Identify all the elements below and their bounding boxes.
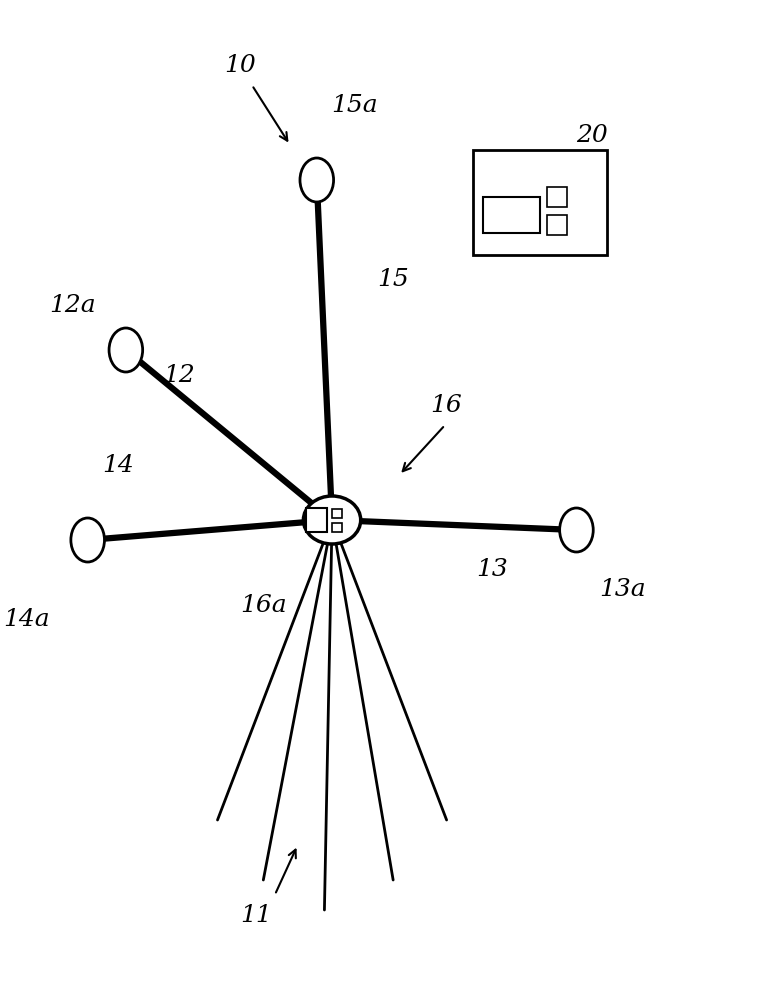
- Text: 16a: 16a: [240, 593, 287, 616]
- Ellipse shape: [304, 496, 360, 544]
- Circle shape: [560, 508, 593, 552]
- Text: 12a: 12a: [49, 294, 95, 316]
- Text: 15: 15: [377, 268, 409, 292]
- FancyBboxPatch shape: [332, 523, 342, 532]
- Text: 11: 11: [239, 904, 271, 926]
- Text: 14a: 14a: [3, 608, 50, 632]
- Text: 16: 16: [431, 393, 463, 416]
- FancyBboxPatch shape: [332, 509, 342, 518]
- FancyBboxPatch shape: [546, 215, 567, 235]
- FancyBboxPatch shape: [546, 187, 567, 207]
- FancyBboxPatch shape: [474, 150, 607, 255]
- Circle shape: [71, 518, 105, 562]
- FancyBboxPatch shape: [306, 508, 328, 532]
- FancyBboxPatch shape: [483, 197, 539, 233]
- Text: 13a: 13a: [599, 578, 646, 601]
- Text: 15a: 15a: [332, 94, 378, 116]
- Text: 14: 14: [102, 454, 134, 477]
- Text: 12: 12: [164, 363, 195, 386]
- Text: 10: 10: [225, 53, 257, 77]
- Text: 20: 20: [576, 123, 608, 146]
- Text: 13: 13: [477, 558, 508, 582]
- Circle shape: [109, 328, 143, 372]
- Circle shape: [300, 158, 333, 202]
